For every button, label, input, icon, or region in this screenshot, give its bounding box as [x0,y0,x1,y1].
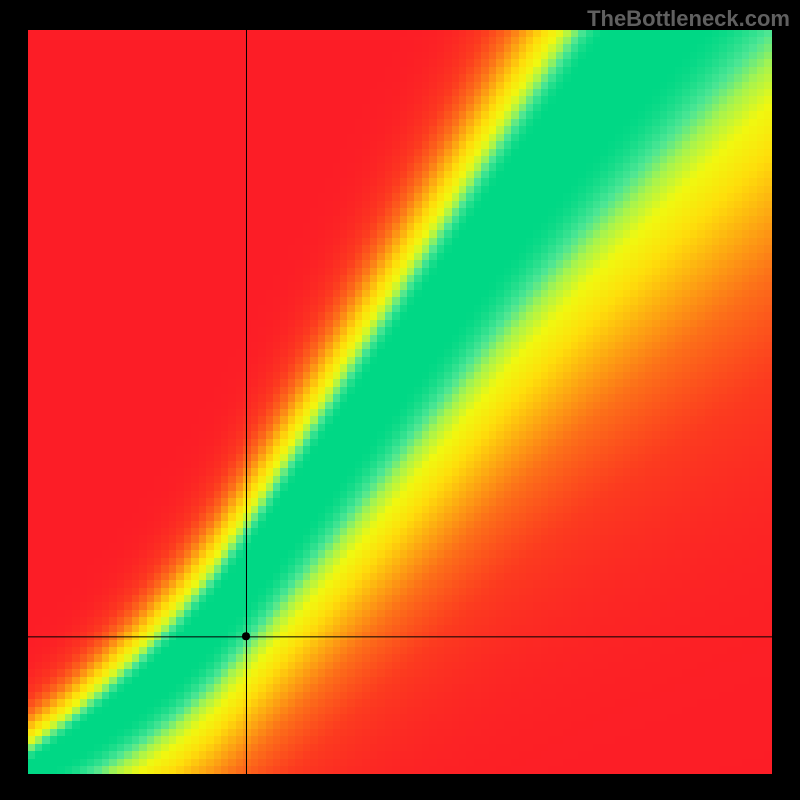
bottleneck-heatmap [28,30,772,774]
watermark-text: TheBottleneck.com [587,6,790,32]
